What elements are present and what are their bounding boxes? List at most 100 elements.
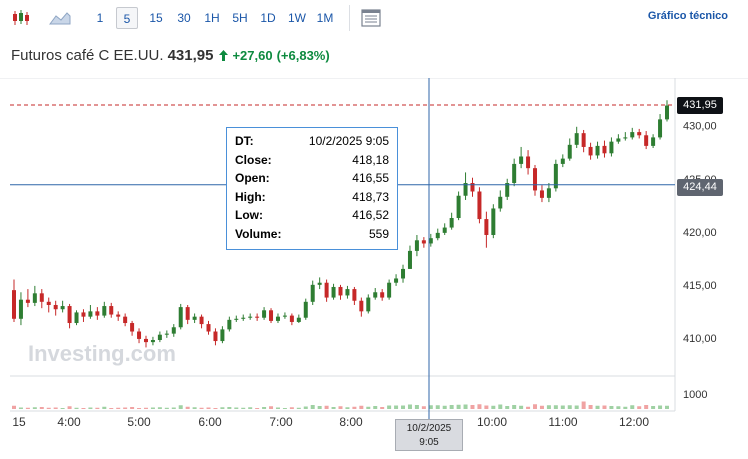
candle-body bbox=[116, 314, 121, 317]
volume-bar bbox=[255, 408, 260, 409]
candle-body bbox=[435, 232, 440, 239]
table-icon[interactable] bbox=[358, 7, 384, 29]
volume-bar bbox=[46, 407, 51, 409]
volume-bar bbox=[317, 406, 322, 409]
tooltip-value: 418,73 bbox=[352, 189, 389, 204]
candle-body bbox=[296, 317, 301, 322]
candle-body bbox=[310, 284, 315, 302]
candle-body bbox=[574, 133, 579, 145]
candle-body bbox=[185, 307, 190, 320]
interval-5h[interactable]: 5H bbox=[232, 11, 248, 25]
x-axis-label: 4:00 bbox=[57, 415, 81, 429]
volume-bar bbox=[123, 407, 128, 409]
interval-1w[interactable]: 1W bbox=[288, 11, 306, 25]
candle-body bbox=[546, 188, 551, 198]
candle-body bbox=[560, 158, 565, 164]
volume-bar bbox=[442, 405, 447, 409]
candle-body bbox=[442, 227, 447, 233]
candle-body bbox=[39, 293, 44, 302]
interval-1m[interactable]: 1M bbox=[316, 11, 334, 25]
area-chart-icon[interactable] bbox=[48, 7, 72, 29]
interval-15[interactable]: 15 bbox=[149, 11, 163, 25]
x-axis-label: 7:00 bbox=[269, 415, 293, 429]
candle-body bbox=[526, 156, 531, 169]
candle-body bbox=[143, 338, 148, 343]
volume-bar bbox=[164, 407, 169, 409]
candle-body bbox=[637, 132, 642, 136]
candle-body bbox=[137, 331, 142, 339]
candle-body bbox=[46, 301, 51, 305]
volume-bar bbox=[484, 405, 489, 409]
volume-bar bbox=[262, 407, 267, 409]
candle-body bbox=[380, 292, 385, 298]
candle-body bbox=[567, 144, 572, 159]
candle-body bbox=[234, 318, 239, 320]
candle-body bbox=[338, 286, 343, 296]
volume-bar bbox=[609, 406, 614, 409]
candle-body bbox=[53, 304, 58, 310]
candle-body bbox=[171, 327, 176, 334]
volume-bar bbox=[658, 405, 663, 409]
tooltip-row: DT: 10/2/2025 9:05 bbox=[235, 132, 389, 151]
volume-bar bbox=[324, 405, 329, 409]
volume-bar bbox=[248, 407, 253, 409]
volume-bar bbox=[81, 408, 86, 409]
tooltip-label: DT: bbox=[235, 134, 254, 148]
candle-body bbox=[248, 316, 253, 318]
candle-body bbox=[366, 297, 371, 312]
candle-body bbox=[18, 299, 23, 319]
volume-bar bbox=[185, 406, 190, 409]
candle-body bbox=[220, 329, 225, 342]
candle-body bbox=[651, 137, 656, 146]
candle-body bbox=[303, 301, 308, 318]
interval-1d[interactable]: 1D bbox=[260, 11, 276, 25]
candle-body bbox=[102, 306, 107, 316]
tooltip-row: Low: 416,52 bbox=[235, 206, 389, 225]
interval-1h[interactable]: 1H bbox=[204, 11, 220, 25]
candle-body bbox=[491, 208, 496, 235]
candle-body bbox=[470, 183, 475, 192]
tooltip-value: 416,52 bbox=[352, 208, 389, 222]
candle-body bbox=[414, 240, 419, 251]
volume-bar bbox=[519, 405, 524, 409]
y-axis-label: 410,00 bbox=[683, 333, 717, 345]
candle-body bbox=[123, 316, 128, 324]
volume-bar bbox=[199, 407, 204, 409]
volume-bar bbox=[88, 407, 93, 409]
crosshair-time-date: 10/2/2025 bbox=[406, 423, 452, 434]
volume-bar bbox=[414, 405, 419, 409]
volume-bar bbox=[102, 406, 107, 409]
candle-body bbox=[199, 316, 204, 325]
candle-body bbox=[505, 183, 510, 197]
candle-body bbox=[630, 132, 635, 138]
volume-bar bbox=[394, 405, 399, 409]
volume-bar bbox=[359, 405, 364, 409]
candle-body bbox=[609, 141, 614, 154]
volume-bar bbox=[553, 405, 558, 409]
volume-axis-label: 1000 bbox=[683, 389, 707, 401]
volume-bar bbox=[60, 408, 65, 409]
tooltip-value: 418,18 bbox=[352, 152, 389, 167]
candle-body bbox=[359, 300, 364, 312]
interval-5[interactable]: 5 bbox=[116, 7, 138, 29]
x-axis-label: 15 bbox=[12, 415, 26, 429]
interval-30[interactable]: 30 bbox=[177, 11, 191, 25]
price-change-percent: (+6,83%) bbox=[276, 47, 330, 63]
volume-bar bbox=[234, 407, 239, 409]
tooltip-row: High: 418,73 bbox=[235, 188, 389, 207]
candlestick-icon[interactable] bbox=[9, 7, 33, 29]
candle-body bbox=[269, 310, 274, 321]
x-axis-label: 11:00 bbox=[548, 415, 577, 429]
crosshair-price-tag: 424,44 bbox=[677, 179, 723, 196]
volume-bar bbox=[352, 406, 357, 409]
x-axis-label: 12:00 bbox=[619, 415, 649, 429]
interval-1[interactable]: 1 bbox=[96, 11, 104, 25]
volume-bar bbox=[498, 404, 503, 409]
volume-bar bbox=[456, 404, 461, 409]
candle-body bbox=[345, 289, 350, 296]
volume-bar bbox=[428, 405, 433, 409]
volume-bar bbox=[595, 405, 600, 409]
candle-body bbox=[206, 324, 211, 332]
technical-chart-link[interactable]: Gráfico técnico bbox=[647, 10, 728, 22]
candle-body bbox=[324, 282, 329, 298]
